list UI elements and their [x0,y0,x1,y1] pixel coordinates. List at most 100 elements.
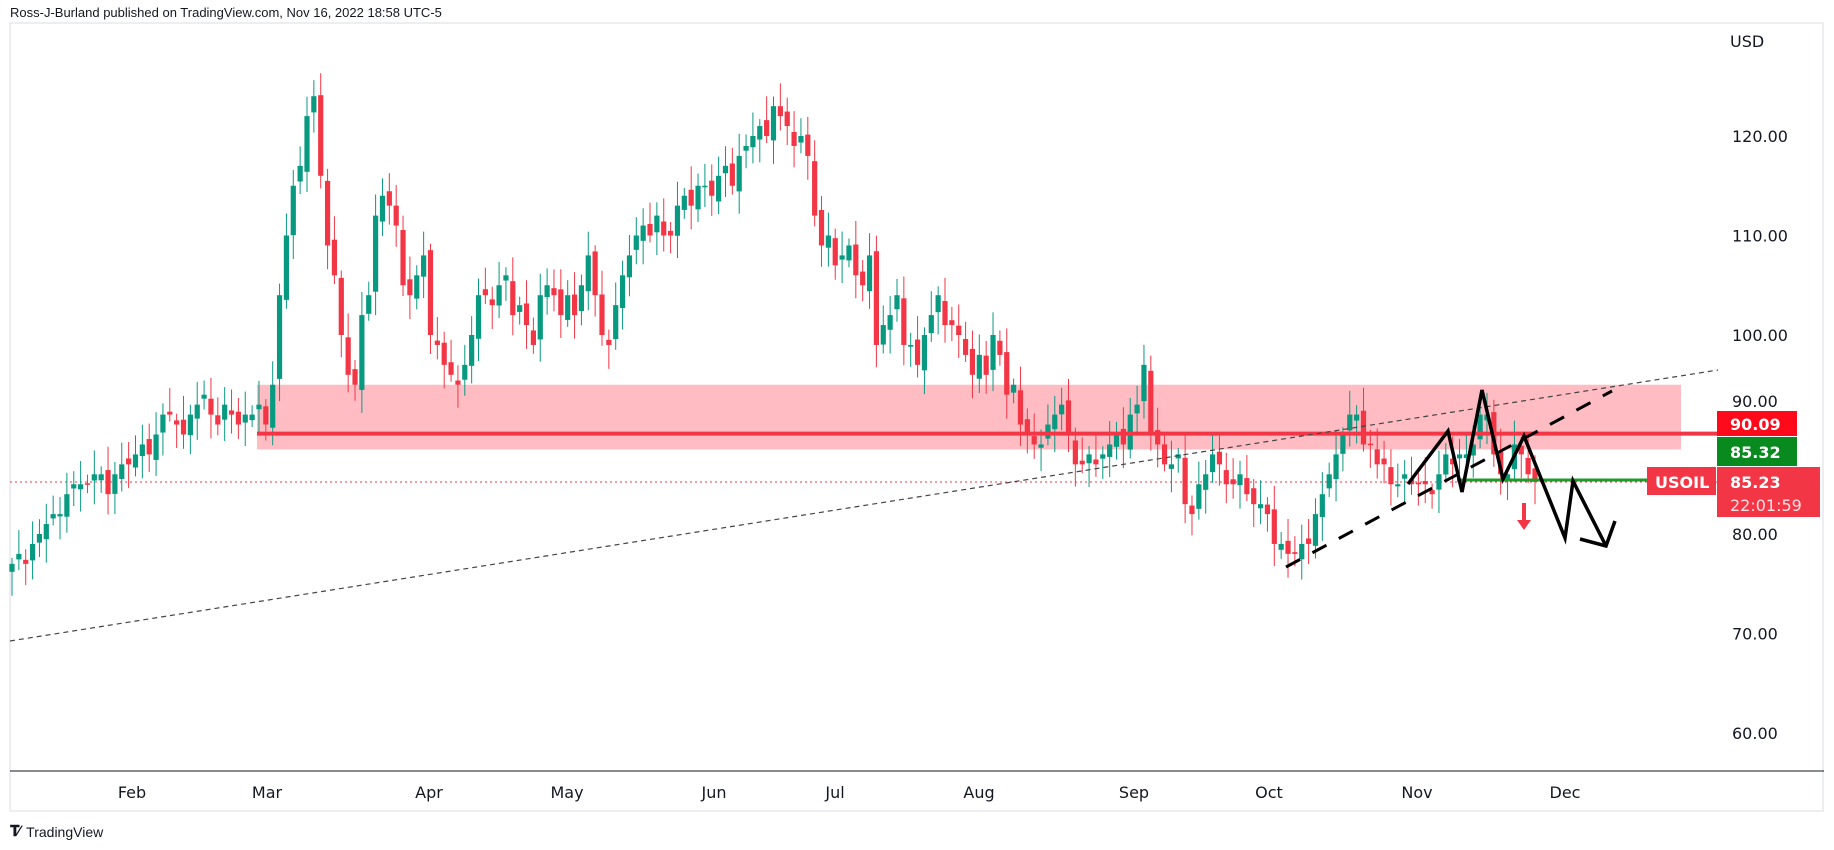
candle-body [956,325,962,335]
candle-body [619,275,626,308]
candle [805,116,811,180]
candle [1223,452,1229,504]
candle-body [551,288,557,296]
candle [1024,408,1030,454]
candle [976,334,982,394]
candle [146,423,152,472]
candle [798,118,804,154]
candle-body [9,563,15,572]
candle-body [1045,424,1051,439]
symbol-tag-text: USOIL [1655,473,1709,492]
candle-body [167,411,173,415]
candle-body [1264,504,1271,515]
candle [105,446,111,515]
candle-body [469,335,475,366]
candle [1299,524,1305,580]
candle [1443,443,1449,482]
candle-body [441,342,447,365]
candle [729,147,735,195]
candle-body [174,420,180,425]
candle [1306,518,1312,565]
candle [606,329,612,369]
candle [523,280,530,349]
candle-body [1271,509,1277,544]
candle [366,281,372,321]
candle-body [846,245,852,261]
candle-body [716,175,722,202]
y-tick-label: 90.00 [1732,392,1778,411]
candle-body [1086,454,1092,464]
candle-body [153,434,159,460]
currency-label: USD [1730,32,1764,51]
candle-body [1470,444,1476,456]
candles [9,73,1538,596]
candle-body [1360,410,1367,445]
tradingview-logo[interactable]: 𝐓∕ TradingView [10,823,103,840]
candle [427,243,434,354]
candle-body [1436,474,1442,490]
candle [1264,497,1271,532]
candle-body [1443,454,1449,475]
candle-body [482,289,488,296]
candle-body [1072,440,1078,465]
candle-body [1463,454,1469,459]
candle-body [599,294,605,335]
candle [1360,387,1367,452]
candle-body [1052,414,1058,430]
candle-body [674,205,681,236]
candle [98,466,104,493]
candle-body [1429,490,1435,495]
x-tick-label: Sep [1119,783,1149,802]
candle-body [1237,474,1243,486]
candle [949,306,955,342]
candle [228,389,235,434]
candle [997,330,1003,366]
candle [208,377,214,439]
candle-body [318,95,324,176]
candle [517,296,523,325]
candle [489,286,495,329]
candle-body [263,406,269,425]
candle-body [1278,543,1284,550]
candle [969,330,976,399]
candle-body [338,277,344,335]
resistance-zone [257,384,1681,450]
candle-body [366,295,372,314]
candle-body [1326,474,1332,489]
candle-body [462,364,468,380]
candle [23,549,29,586]
candle-body [702,185,708,188]
candle-body [50,514,56,519]
candle-body [372,215,379,292]
candle-body [976,354,982,379]
candle-body [894,295,900,310]
candle-body [661,221,667,236]
candle [1141,344,1147,419]
candle [1203,459,1209,514]
x-tick-label: Jun [701,783,727,802]
y-tick-label: 110.00 [1732,227,1788,246]
candle [132,435,139,477]
candle [1326,462,1332,498]
logo-text: TradingView [26,823,104,840]
candle [709,164,715,216]
candle-body [784,111,790,127]
candle [57,497,63,540]
candle [1422,457,1428,504]
candle-body [249,414,255,421]
publish-info: Ross-J-Burland published on TradingView.… [10,5,442,20]
candle [235,397,241,439]
candle-body [592,251,598,296]
candle [1196,461,1202,520]
candle [1107,421,1113,478]
candle-body [139,444,145,457]
candle [167,388,173,422]
candle-body [777,106,783,117]
candle [510,257,516,336]
candle [91,450,97,505]
candle [297,146,303,195]
candle-body [681,195,687,210]
bar-countdown-text: 22:01:59 [1730,496,1802,515]
candle [565,280,571,327]
